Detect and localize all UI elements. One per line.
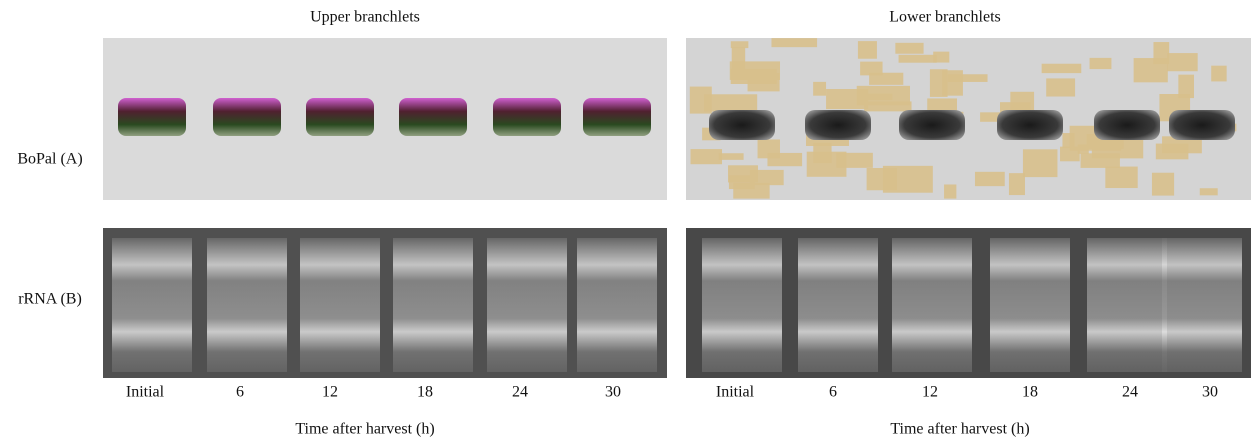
x-axis-label: Time after harvest (h) [295,421,434,438]
rrna-lane [393,238,473,372]
rrna-lane [1162,238,1242,372]
hybrid-band [805,110,871,140]
patch [1105,167,1137,188]
patch [1211,66,1226,82]
patch [860,62,882,76]
patch [719,153,744,160]
patch [1042,64,1082,73]
lane-label: 30 [605,384,621,401]
patch [750,170,784,185]
patch [944,184,956,198]
rrna-lane [702,238,782,372]
lane-label: 12 [922,384,938,401]
patch [1167,53,1198,71]
rrna-lane [990,238,1070,372]
hybrid-band [899,110,965,140]
patch [1046,78,1075,96]
row-label: BoPal (A) [17,151,82,168]
patch [758,139,780,158]
panel-title: Lower branchlets [889,9,1001,26]
patch [1153,42,1169,64]
row-label: rRNA (B) [18,291,82,308]
patch [942,70,963,95]
lane-label: 6 [829,384,837,401]
northern-blot-upper [103,38,667,200]
patch [895,43,923,54]
patch [813,82,826,96]
lane-label: Initial [126,384,165,401]
rrna-lane [1087,238,1167,372]
figure: Upper branchlets Lower branchlets BoPal … [0,0,1251,440]
patch [1156,144,1189,160]
patch [771,38,817,47]
patch [731,69,777,84]
hybrid-band [493,98,561,136]
patch [899,55,937,63]
rrna-lane [577,238,657,372]
patch [733,183,769,199]
rrna-lane [207,238,287,372]
lane-label: 6 [236,384,244,401]
rrna-lane [487,238,567,372]
hybrid-band [118,98,186,136]
patch [1009,173,1025,195]
lane-label: 18 [1022,384,1038,401]
patch [731,41,749,48]
patch [858,41,877,59]
hybrid-band [399,98,467,136]
hybrid-band [213,98,281,136]
hybrid-band [306,98,374,136]
patch [857,86,910,105]
patch [691,149,723,164]
rrna-lane [112,238,192,372]
rrna-lane [798,238,878,372]
lane-label: 12 [322,384,338,401]
x-axis-label: Time after harvest (h) [890,421,1029,438]
rrna-lane [300,238,380,372]
hybrid-band [1094,110,1160,140]
hybrid-band [1169,110,1235,140]
patch [1092,139,1143,159]
lane-label: 18 [417,384,433,401]
hybrid-band [709,110,775,140]
lane-label: Initial [716,384,755,401]
patch [1023,149,1058,177]
panel-title: Upper branchlets [310,9,420,26]
rrna-lane [892,238,972,372]
patch [1078,144,1089,153]
patch [1090,58,1112,69]
patch [1060,147,1080,162]
patch [1200,188,1218,195]
patch [883,166,933,193]
lane-label: 24 [512,384,528,401]
patch [704,94,757,111]
patch [975,172,1005,186]
lane-label: 30 [1202,384,1218,401]
patch [1152,173,1174,196]
hybrid-band [583,98,651,136]
hybrid-band [997,110,1063,140]
lane-label: 24 [1122,384,1138,401]
